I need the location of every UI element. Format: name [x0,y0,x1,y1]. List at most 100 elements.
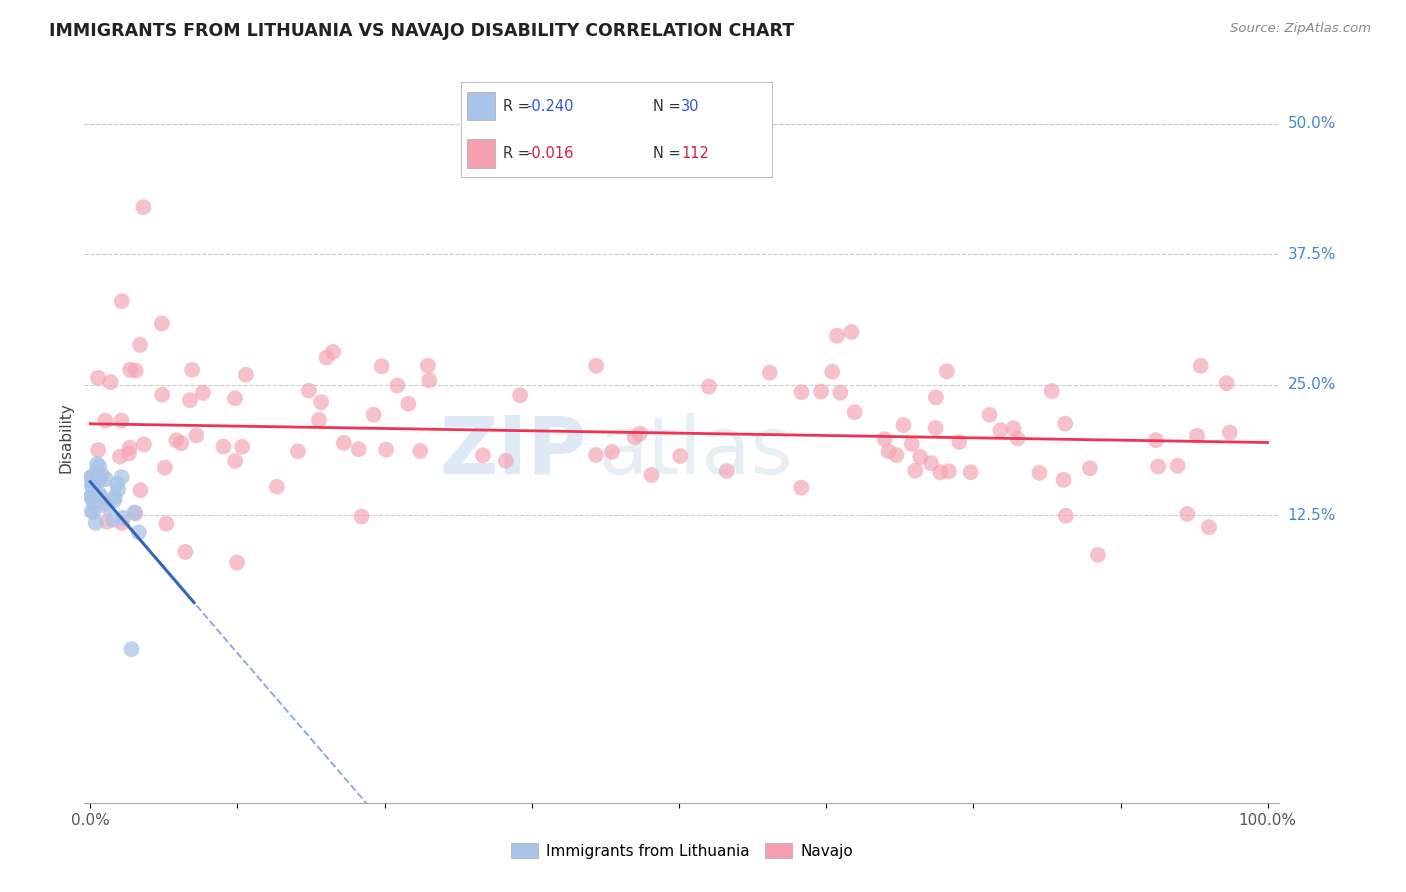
Point [585,448,607,462]
Point [810,384,832,399]
Point [830,385,852,400]
Point [132,200,155,214]
Point [118,446,141,460]
Point [669,449,692,463]
Text: IMMIGRANTS FROM LITHUANIA VS NAVAJO DISABILITY CORRELATION CHART: IMMIGRANTS FROM LITHUANIA VS NAVAJO DISA… [49,22,794,40]
Point [111,470,134,484]
Text: ZIP: ZIP [439,413,586,491]
Point [1167,458,1189,473]
Point [186,428,208,442]
Text: atlas: atlas [599,413,793,491]
Point [165,434,187,448]
Point [107,483,129,497]
Point [825,328,848,343]
Point [844,405,866,419]
Point [1147,459,1170,474]
Point [640,467,662,482]
Y-axis label: Disability: Disability [58,401,73,473]
Point [1054,417,1077,431]
Point [212,440,235,454]
Point [886,448,908,462]
Point [86,472,108,486]
Point [82,505,104,519]
Point [900,437,922,451]
Point [80,504,103,518]
Point [82,479,104,493]
Point [174,545,197,559]
Point [471,448,494,462]
Point [363,408,385,422]
Point [87,486,110,500]
Point [150,317,173,331]
Point [1215,376,1237,391]
Point [103,490,125,504]
Point [96,500,118,514]
Point [224,392,246,406]
Point [100,375,122,389]
Point [924,421,946,435]
Point [266,480,288,494]
Point [758,366,780,380]
Point [84,466,107,480]
Point [101,513,124,527]
Text: 12.5%: 12.5% [1288,508,1336,523]
Point [350,509,373,524]
Point [877,444,900,458]
Point [87,443,110,458]
Point [416,359,439,373]
Point [82,495,104,509]
Point [371,359,394,374]
Point [1040,384,1063,398]
Point [89,473,111,487]
Point [585,359,607,373]
Point [790,385,813,400]
Point [150,388,173,402]
Point [716,464,738,478]
Point [226,556,249,570]
Point [347,442,370,457]
Point [315,351,337,365]
Point [375,442,398,457]
Point [600,445,623,459]
Point [80,490,103,504]
Point [929,466,952,480]
Point [1087,548,1109,562]
Point [179,393,201,408]
Point [509,388,531,402]
Point [287,444,309,458]
Point [959,465,981,479]
Legend: Immigrants from Lithuania, Navajo: Immigrants from Lithuania, Navajo [505,837,859,864]
Point [84,516,107,530]
Point [83,478,105,492]
Point [387,378,409,392]
Point [904,464,927,478]
Point [90,490,112,504]
Point [129,483,152,498]
Point [128,525,150,540]
Point [155,516,177,531]
Point [111,516,134,530]
Text: 50.0%: 50.0% [1288,116,1336,131]
Point [308,413,330,427]
Text: 37.5%: 37.5% [1288,247,1336,261]
Point [111,294,134,309]
Point [231,440,253,454]
Point [418,374,440,388]
Point [129,338,152,352]
Point [1007,432,1029,446]
Point [1052,473,1074,487]
Point [697,379,720,393]
Point [89,459,111,474]
Point [948,434,970,449]
Point [1185,429,1208,443]
Point [1002,421,1025,435]
Point [333,436,356,450]
Point [87,472,110,486]
Point [1028,466,1050,480]
Point [124,506,146,520]
Point [893,418,915,433]
Text: Source: ZipAtlas.com: Source: ZipAtlas.com [1230,22,1371,36]
Point [120,642,142,657]
Point [623,431,645,445]
Point [322,345,344,359]
